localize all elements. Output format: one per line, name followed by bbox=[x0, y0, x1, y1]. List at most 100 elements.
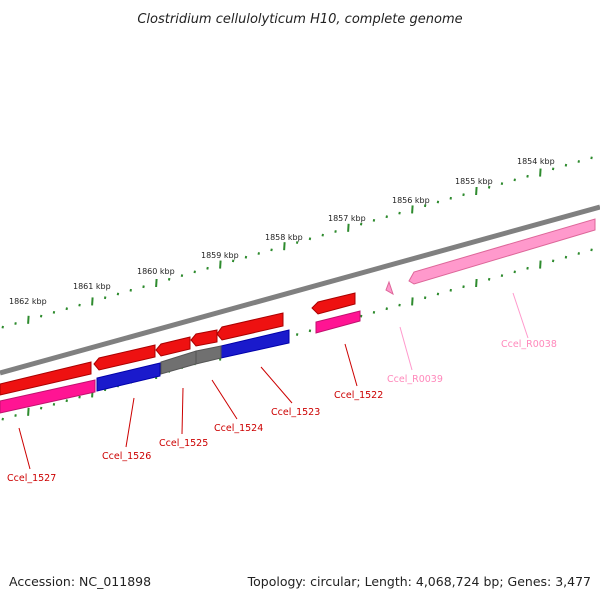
tick-outer-21 bbox=[270, 248, 273, 252]
leader-ccel-1527 bbox=[18, 427, 31, 470]
tick-inner-0 bbox=[1, 417, 4, 421]
tick-outer-43 bbox=[551, 167, 555, 171]
tick-inner-3 bbox=[39, 406, 43, 410]
tick-inner-28 bbox=[359, 314, 363, 318]
tick-outer-26 bbox=[334, 230, 337, 233]
scale-labels: 1854 kbp 1855 kbp 1856 kbp 1857 kbp 1858… bbox=[9, 157, 555, 306]
feature-ccel-1524-cds[interactable] bbox=[190, 329, 218, 347]
tick-outer-1 bbox=[14, 322, 17, 325]
feature-ccel-1524-pseudo[interactable] bbox=[195, 345, 222, 365]
tick-outer-30 bbox=[385, 215, 388, 219]
tick-inner-31 bbox=[398, 303, 401, 307]
tick-inner-36 bbox=[462, 285, 465, 289]
gene-label-ccel-r0039[interactable]: Ccel_R0039 bbox=[387, 374, 443, 385]
tick-inner-42 bbox=[539, 260, 542, 269]
leader-ccel-1524 bbox=[211, 379, 238, 420]
gene-label-ccel-r0038[interactable]: Ccel_R0038 bbox=[501, 339, 557, 350]
tick-outer-45 bbox=[577, 160, 580, 163]
leader-ccel-1525 bbox=[181, 387, 184, 435]
map-title: Clostridium cellulolyticum H10, complete… bbox=[137, 12, 462, 27]
tick-outer-17 bbox=[219, 260, 222, 269]
tick-outer-9 bbox=[116, 292, 120, 296]
tick-outer-2 bbox=[27, 315, 30, 324]
feature-ccel-1525-cds[interactable] bbox=[155, 336, 191, 357]
tick-outer-36 bbox=[462, 193, 465, 197]
tick-outer-5 bbox=[65, 307, 68, 311]
scale-label-1860: 1860 kbp bbox=[137, 267, 175, 276]
tick-inner-6 bbox=[78, 395, 81, 399]
tick-inner-40 bbox=[513, 270, 516, 274]
tick-outer-15 bbox=[193, 270, 196, 274]
tick-outer-38 bbox=[487, 185, 491, 189]
tick-outer-34 bbox=[436, 200, 440, 204]
feature-ccel-1527-gene[interactable] bbox=[0, 379, 96, 414]
feature-ccel-1522-cds[interactable] bbox=[311, 292, 356, 315]
tick-inner-46 bbox=[590, 248, 593, 252]
tick-outer-28 bbox=[359, 222, 363, 226]
tick-outer-16 bbox=[206, 266, 209, 270]
tick-inner-23 bbox=[295, 333, 299, 336]
tick-outer-20 bbox=[257, 252, 260, 255]
tick-inner-4 bbox=[52, 402, 56, 406]
scale-label-1856: 1856 kbp bbox=[392, 196, 430, 205]
tick-outer-37 bbox=[475, 186, 478, 196]
gene-label-ccel-1524[interactable]: Ccel_1524 bbox=[214, 423, 263, 434]
feature-ccel-1523-cds[interactable] bbox=[216, 312, 284, 341]
tick-outer-19 bbox=[244, 255, 248, 259]
leader-ccel-r0039 bbox=[399, 326, 413, 371]
gene-label-ccel-1523[interactable]: Ccel_1523 bbox=[271, 407, 320, 418]
genome-backbone bbox=[0, 204, 600, 376]
genome-summary-text: Topology: circular; Length: 4,068,724 bp… bbox=[247, 574, 591, 589]
gene-label-ccel-1522[interactable]: Ccel_1522 bbox=[334, 390, 383, 401]
tick-outer-33 bbox=[423, 204, 427, 208]
leader-ccel-r0038 bbox=[512, 292, 529, 339]
tick-outer-27 bbox=[347, 223, 350, 232]
feature-ccel-1527-cds[interactable] bbox=[0, 361, 92, 396]
tick-outer-44 bbox=[564, 163, 568, 167]
tick-inner-33 bbox=[423, 296, 427, 300]
tick-outer-3 bbox=[39, 314, 43, 318]
scale-label-1861: 1861 kbp bbox=[73, 282, 111, 291]
feature-ccel-1522-gene[interactable] bbox=[315, 310, 361, 334]
scale-label-1855: 1855 kbp bbox=[455, 177, 493, 186]
tick-outer-11 bbox=[142, 285, 145, 289]
feature-track bbox=[0, 218, 596, 414]
leader-ccel-1526 bbox=[125, 397, 135, 448]
gene-labels: Ccel_R0038 Ccel_R0039 Ccel_1522 Ccel_152… bbox=[7, 339, 557, 484]
tick-inner-44 bbox=[564, 255, 568, 259]
tick-inner-43 bbox=[551, 259, 555, 263]
label-leaders bbox=[18, 292, 529, 470]
tick-outer-0 bbox=[1, 325, 4, 329]
feature-ccel-1526-rev[interactable] bbox=[96, 362, 161, 392]
accession-text: Accession: NC_011898 bbox=[9, 574, 151, 589]
gene-label-ccel-1527[interactable]: Ccel_1527 bbox=[7, 473, 56, 484]
tick-outer-29 bbox=[372, 218, 376, 222]
tick-outer-18 bbox=[231, 259, 235, 263]
tick-outer-40 bbox=[513, 178, 516, 182]
tick-inner-35 bbox=[449, 288, 452, 292]
tick-inner-30 bbox=[385, 307, 388, 311]
feature-ccel-1525-pseudo[interactable] bbox=[160, 350, 197, 375]
gene-label-ccel-1525[interactable]: Ccel_1525 bbox=[159, 438, 208, 449]
tick-outer-8 bbox=[103, 296, 107, 300]
tick-inner-1 bbox=[14, 414, 17, 417]
tick-inner-32 bbox=[411, 297, 414, 306]
feature-ccel-r0038[interactable] bbox=[408, 218, 596, 285]
feature-ccel-1526-cds[interactable] bbox=[93, 344, 156, 371]
feature-ccel-r0039[interactable] bbox=[385, 280, 394, 296]
tick-inner-38 bbox=[487, 277, 491, 281]
tick-outer-6 bbox=[78, 303, 81, 307]
tick-outer-24 bbox=[308, 237, 312, 241]
tick-outer-25 bbox=[321, 233, 324, 237]
scale-label-1854: 1854 kbp bbox=[517, 157, 555, 166]
tick-outer-41 bbox=[526, 174, 529, 178]
gene-label-ccel-1526[interactable]: Ccel_1526 bbox=[102, 451, 151, 462]
tick-outer-32 bbox=[411, 205, 414, 214]
tick-inner-2 bbox=[27, 407, 30, 416]
tick-outer-12 bbox=[155, 278, 158, 288]
tick-outer-39 bbox=[500, 182, 504, 186]
scale-label-1858: 1858 kbp bbox=[265, 233, 303, 242]
tick-outer-35 bbox=[449, 196, 452, 200]
